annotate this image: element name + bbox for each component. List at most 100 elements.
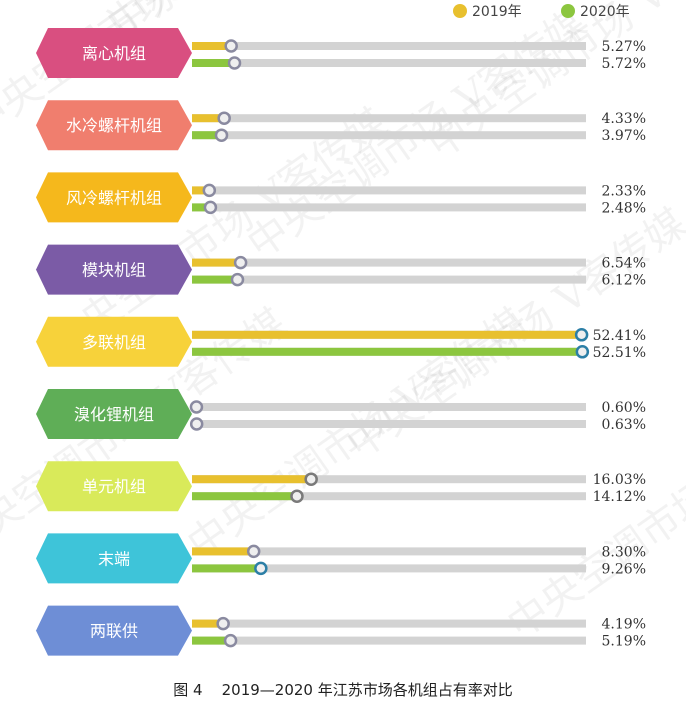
bar-track	[192, 275, 586, 284]
value-label: 5.19%	[602, 634, 646, 650]
category-row: 风冷螺杆机组 2.33%2.48%	[36, 172, 646, 223]
value-label: 9.26%	[602, 561, 646, 577]
bar-track	[192, 203, 586, 212]
bar-track	[192, 114, 586, 123]
value-label: 6.54%	[602, 256, 646, 272]
value-label: 4.33%	[602, 111, 646, 127]
value-label: 0.60%	[602, 400, 646, 416]
bar-track	[192, 547, 586, 556]
category-badge	[36, 533, 192, 584]
bar-end-marker	[290, 489, 304, 503]
legend-swatch	[453, 4, 467, 18]
category-label: 单元机组	[82, 477, 146, 496]
category-label: 末端	[98, 549, 130, 568]
value-label: 3.97%	[602, 128, 646, 144]
bar-end-marker	[575, 345, 590, 359]
bar-2019	[192, 619, 224, 628]
bar-2019	[192, 547, 254, 556]
bar-end-marker	[574, 328, 589, 342]
bar-track	[192, 564, 586, 573]
category-label: 风冷螺杆机组	[66, 188, 162, 207]
value-label: 8.30%	[602, 544, 646, 560]
category-badge	[36, 172, 192, 223]
category-row: 离心机组 5.27%5.72%	[36, 28, 646, 78]
bar-2020	[192, 636, 231, 645]
bar-end-marker	[246, 544, 261, 559]
bar-end-marker	[233, 255, 248, 270]
value-label: 5.72%	[602, 56, 646, 72]
bar-track	[192, 619, 586, 628]
category-row: 多联机组 52.41%52.51%	[36, 316, 646, 367]
bar-track	[192, 403, 586, 411]
bar-end-marker	[189, 417, 204, 431]
figure-caption: 图 4 2019—2020 年江苏市场各机组占有率对比	[0, 679, 686, 700]
bar-2020	[192, 131, 222, 140]
bar-end-marker	[227, 56, 242, 70]
category-row: 末端 8.30%9.26%	[36, 533, 646, 584]
category-badge	[36, 605, 192, 656]
bar-2019	[192, 114, 225, 123]
legend-swatch	[561, 4, 575, 18]
bar-end-marker	[223, 633, 238, 648]
legend-label: 2019年	[472, 4, 522, 20]
bar-2019	[192, 42, 232, 50]
legend-label: 2020年	[580, 4, 630, 20]
category-label: 两联供	[90, 622, 138, 641]
category-row: 两联供 4.19%5.19%	[36, 605, 646, 656]
category-badge	[36, 28, 192, 78]
value-label: 2.33%	[602, 183, 646, 199]
bar-end-marker	[217, 111, 231, 125]
bar-end-marker	[189, 400, 204, 414]
bar-2020	[192, 275, 238, 284]
bar-track	[192, 131, 586, 140]
bar-end-marker	[254, 561, 268, 576]
bar-track	[192, 59, 586, 67]
bar-2019	[192, 330, 582, 339]
value-label: 5.27%	[602, 39, 646, 55]
bar-2020	[192, 564, 261, 573]
chart-rows: 离心机组 5.27%5.72% 水冷螺杆机组 4.33%3.97% 风冷螺杆机组 2.33…	[36, 28, 646, 656]
category-badge	[36, 316, 192, 367]
bar-end-marker	[214, 128, 229, 142]
bar-2019	[192, 258, 241, 267]
value-label: 14.12%	[593, 489, 646, 505]
category-badge	[36, 100, 192, 151]
value-label: 0.63%	[602, 417, 646, 433]
bar-end-marker	[216, 616, 230, 631]
bar-track	[192, 186, 586, 195]
bar-2019	[192, 475, 312, 484]
bar-track	[192, 475, 586, 484]
bar-end-marker	[203, 200, 218, 215]
bar-track	[192, 636, 586, 645]
value-label: 52.51%	[593, 345, 646, 361]
caption-figure-number: 图 4	[173, 681, 203, 699]
category-label: 离心机组	[82, 44, 146, 63]
bar-2019	[192, 186, 210, 195]
chart-legend: 2019年 2020年	[453, 4, 630, 20]
value-label: 52.41%	[593, 328, 646, 344]
caption-text: 2019—2020 年江苏市场各机组占有率对比	[221, 681, 513, 699]
value-label: 2.48%	[602, 200, 646, 216]
value-label: 6.12%	[602, 273, 646, 289]
bar-end-marker	[304, 472, 318, 486]
category-row: 水冷螺杆机组 4.33%3.97%	[36, 100, 646, 151]
category-label: 溴化锂机组	[74, 405, 154, 424]
category-badge	[36, 244, 192, 295]
category-badge	[36, 389, 192, 439]
value-label: 4.19%	[602, 617, 646, 633]
bar-2020	[192, 59, 235, 67]
category-label: 多联机组	[82, 333, 146, 352]
bar-track	[192, 42, 586, 50]
bar-2020	[192, 492, 297, 501]
category-row: 模块机组 6.54%6.12%	[36, 244, 646, 295]
bar-2020	[192, 203, 211, 212]
category-row: 单元机组 16.03%14.12%	[36, 461, 646, 512]
bar-end-marker	[224, 39, 238, 53]
category-label: 水冷螺杆机组	[66, 116, 162, 135]
category-badge	[36, 461, 192, 512]
category-row: 溴化锂机组 0.60%0.63%	[36, 389, 646, 439]
bar-track	[192, 258, 586, 267]
bar-track	[192, 492, 586, 501]
category-label: 模块机组	[82, 261, 146, 280]
bar-end-marker	[230, 272, 245, 287]
